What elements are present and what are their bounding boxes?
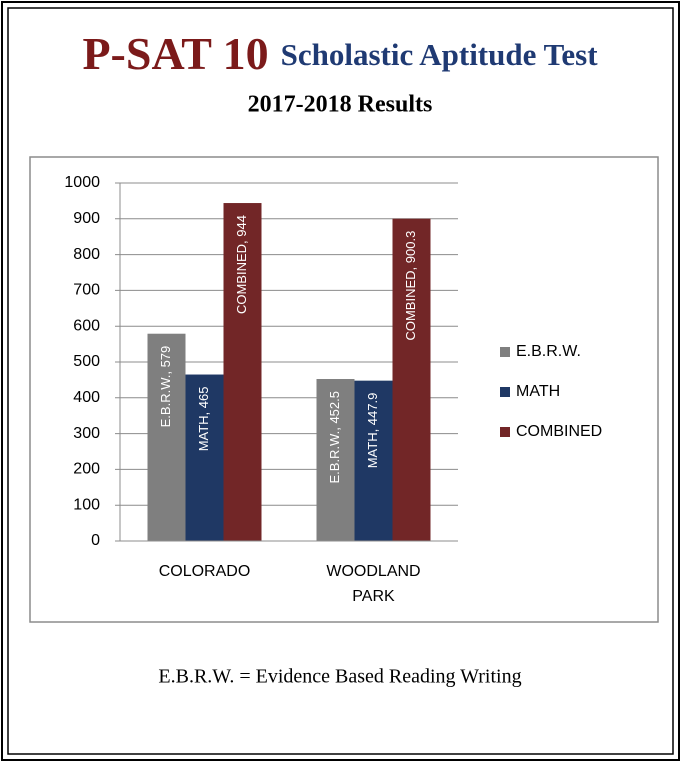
y-tick-label: 1000 — [64, 174, 100, 191]
legend-label: MATH — [516, 383, 560, 400]
bar — [147, 333, 186, 541]
y-tick-label: 200 — [73, 461, 100, 478]
data-label: MATH, 447.9 — [365, 393, 380, 469]
y-tick-label: 500 — [73, 353, 100, 370]
data-label: COMBINED, 900.3 — [403, 231, 418, 341]
subtitle: 2017-2018 Results — [248, 92, 433, 118]
footnote: E.B.R.W. = Evidence Based Reading Writin… — [158, 666, 521, 688]
bar — [185, 374, 224, 541]
title: P-SAT 10 — [82, 28, 268, 79]
bar — [392, 218, 431, 541]
y-tick-label: 900 — [73, 210, 100, 227]
header-line: P-SAT 10 Scholastic Aptitude Test — [82, 28, 598, 79]
y-tick-label: 400 — [73, 389, 100, 406]
legend-label: E.B.R.W. — [516, 343, 581, 360]
data-label: MATH, 465 — [196, 387, 211, 452]
legend-swatch — [500, 347, 510, 357]
data-label: E.B.R.W., 452.5 — [327, 391, 342, 484]
tagline: Scholastic Aptitude Test — [281, 37, 599, 72]
y-tick-label: 700 — [73, 282, 100, 299]
inner-frame — [7, 7, 674, 755]
legend-swatch — [500, 387, 510, 397]
legend-label: COMBINED — [516, 423, 602, 440]
data-label: E.B.R.W., 579 — [158, 346, 173, 428]
data-label: COMBINED, 944 — [234, 215, 249, 314]
bar — [316, 379, 355, 541]
y-tick-label: 0 — [91, 532, 100, 549]
y-tick-label: 800 — [73, 246, 100, 263]
bar — [223, 203, 262, 541]
y-tick-label: 100 — [73, 496, 100, 513]
y-tick-label: 600 — [73, 317, 100, 334]
bar — [354, 380, 393, 541]
y-tick-label: 300 — [73, 425, 100, 442]
legend-swatch — [500, 427, 510, 437]
x-tick-label: WOODLAND PARK — [326, 563, 420, 605]
x-tick-label: COLORADO — [159, 563, 251, 580]
